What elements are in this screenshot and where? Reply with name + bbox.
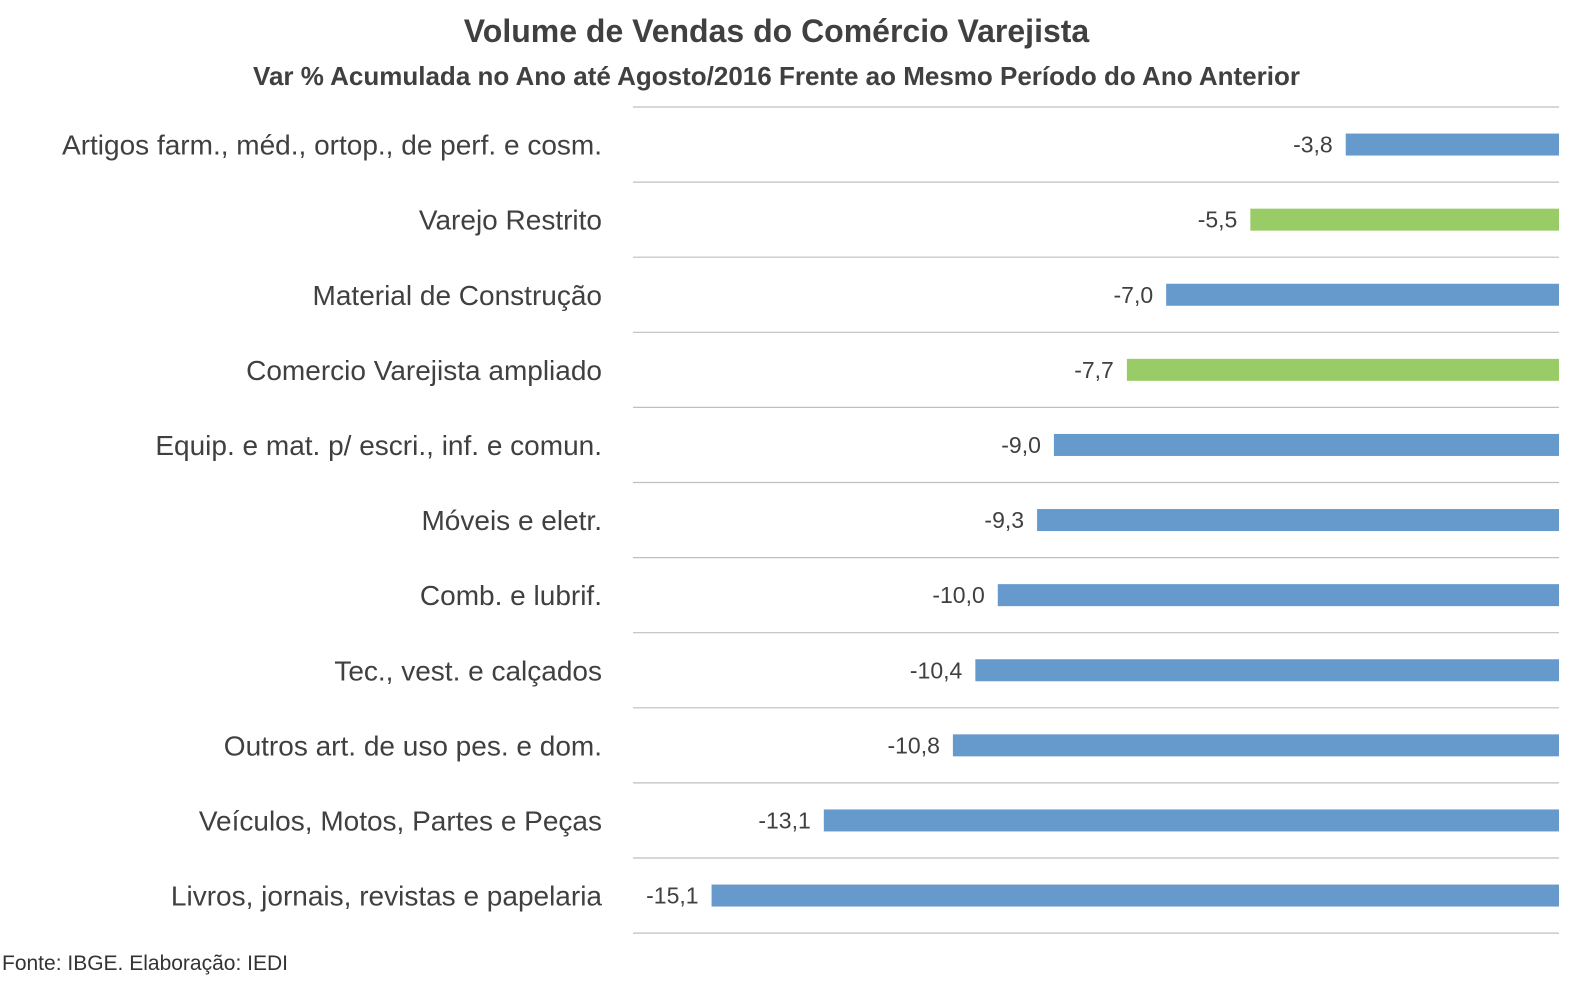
value-label-7: -10,0 <box>932 582 984 608</box>
category-label-3: Material de Construção <box>313 280 602 311</box>
value-label-8: -10,4 <box>910 657 963 683</box>
value-label-3: -7,0 <box>1114 282 1154 308</box>
category-label-2: Varejo Restrito <box>419 205 602 236</box>
category-label-9: Outros art. de uso pes. e dom. <box>224 730 602 761</box>
category-label-1: Artigos farm., méd., ortop., de perf. e … <box>62 130 602 161</box>
bar-6 <box>1037 509 1559 532</box>
bar-7 <box>997 584 1559 607</box>
bar-3 <box>1166 283 1559 306</box>
value-label-11: -15,1 <box>646 883 698 909</box>
value-label-2: -5,5 <box>1198 207 1238 233</box>
value-label-10: -13,1 <box>758 807 810 833</box>
chart-subtitle: Var % Acumulada no Ano até Agosto/2016 F… <box>253 61 1300 91</box>
bar-4 <box>1126 358 1559 381</box>
category-label-6: Móveis e eletr. <box>421 505 602 536</box>
value-label-6: -9,3 <box>984 507 1024 533</box>
bar-11 <box>711 884 1559 907</box>
category-label-8: Tec., vest. e calçados <box>334 655 602 686</box>
category-label-4: Comercio Varejista ampliado <box>246 355 602 386</box>
value-label-9: -10,8 <box>887 732 939 758</box>
value-label-1: -3,8 <box>1293 132 1333 158</box>
value-label-5: -9,0 <box>1001 432 1041 458</box>
category-label-5: Equip. e mat. p/ escri., inf. e comun. <box>155 430 602 461</box>
chart-title: Volume de Vendas do Comércio Varejista <box>463 13 1090 49</box>
bar-10 <box>823 809 1559 832</box>
bar-1 <box>1345 133 1559 156</box>
bar-5 <box>1053 433 1559 456</box>
source-note: Fonte: IBGE. Elaboração: IEDI <box>2 952 288 975</box>
category-label-10: Veículos, Motos, Partes e Peças <box>199 805 602 836</box>
bar-2 <box>1250 208 1559 231</box>
bar-8 <box>975 659 1559 682</box>
bar-9 <box>952 734 1559 757</box>
value-label-4: -7,7 <box>1074 357 1114 383</box>
category-label-11: Livros, jornais, revistas e papelaria <box>171 881 603 912</box>
category-label-7: Comb. e lubrif. <box>420 580 602 611</box>
